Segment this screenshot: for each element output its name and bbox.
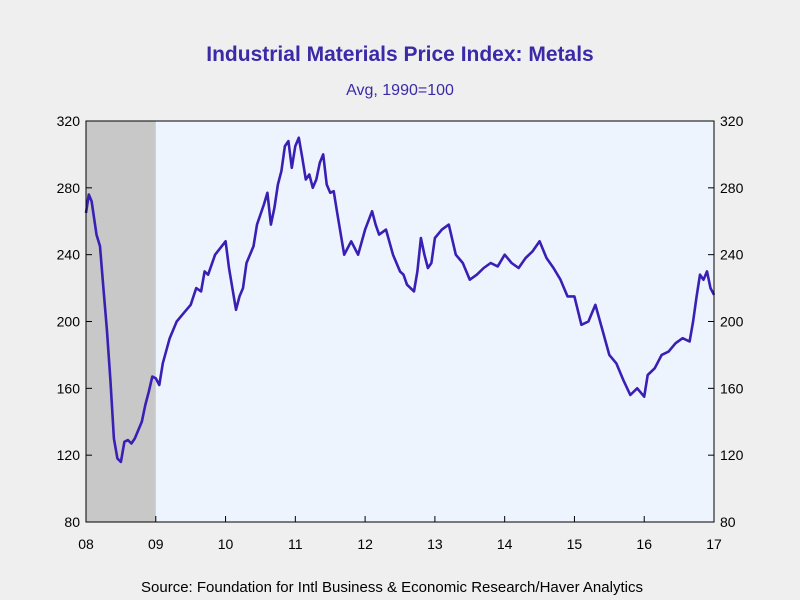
y-tick-label-right: 280 bbox=[720, 180, 744, 196]
y-tick-label-left: 240 bbox=[57, 247, 81, 263]
x-tick-label: 08 bbox=[78, 536, 94, 552]
plot-area bbox=[86, 121, 714, 522]
y-tick-label-right: 240 bbox=[720, 247, 744, 263]
chart-title: Industrial Materials Price Index: Metals bbox=[206, 43, 593, 66]
x-tick-label: 15 bbox=[567, 536, 583, 552]
y-tick-label-right: 200 bbox=[720, 314, 744, 330]
chart-subtitle: Avg, 1990=100 bbox=[346, 82, 454, 99]
x-tick-label: 17 bbox=[706, 536, 722, 552]
source-note: Source: Foundation for Intl Business & E… bbox=[141, 579, 643, 596]
y-tick-label-left: 80 bbox=[64, 514, 80, 530]
x-tick-label: 11 bbox=[288, 536, 303, 552]
y-tick-label-left: 280 bbox=[57, 180, 81, 196]
x-tick-label: 14 bbox=[497, 536, 513, 552]
y-tick-label-left: 160 bbox=[57, 380, 81, 396]
y-tick-label-right: 120 bbox=[720, 447, 744, 463]
x-tick-label: 10 bbox=[218, 536, 234, 552]
x-tick-label: 13 bbox=[427, 536, 443, 552]
y-tick-label-right: 80 bbox=[720, 514, 736, 530]
plot-frame bbox=[85, 120, 715, 523]
y-tick-label-right: 160 bbox=[720, 380, 744, 396]
x-tick-label: 09 bbox=[148, 536, 164, 552]
y-tick-label-left: 200 bbox=[57, 314, 81, 330]
y-tick-label-left: 120 bbox=[57, 447, 81, 463]
x-tick-label: 16 bbox=[636, 536, 652, 552]
series-line bbox=[84, 136, 716, 464]
y-tick-label-left: 320 bbox=[57, 113, 81, 129]
y-tick-label-right: 320 bbox=[720, 113, 744, 129]
axis-ticks: 80 80 120 120 160 160 200 200 240 240 280 280 320 320… bbox=[57, 113, 744, 552]
x-tick-label: 12 bbox=[357, 536, 373, 552]
